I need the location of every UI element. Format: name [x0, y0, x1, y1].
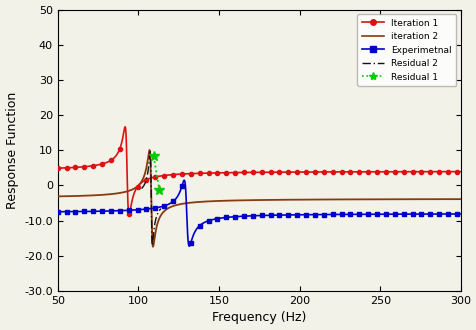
X-axis label: Frequency (Hz): Frequency (Hz) — [212, 312, 306, 324]
Legend: Iteration 1, iteration 2, Experimetnal, Residual 2, Residual 1: Iteration 1, iteration 2, Experimetnal, … — [356, 14, 456, 86]
Y-axis label: Response Function: Response Function — [6, 92, 19, 209]
